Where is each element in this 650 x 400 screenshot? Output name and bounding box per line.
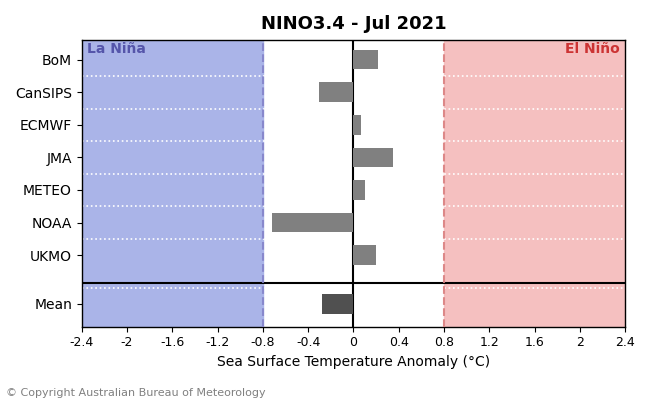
Text: La Niña: La Niña bbox=[87, 42, 146, 56]
Bar bbox=[319, 82, 354, 102]
Bar bbox=[444, 40, 625, 327]
Bar bbox=[354, 245, 376, 265]
Text: © Copyright Australian Bureau of Meteorology: © Copyright Australian Bureau of Meteoro… bbox=[6, 388, 266, 398]
Bar bbox=[354, 115, 361, 134]
Bar bbox=[82, 40, 263, 327]
Bar bbox=[354, 148, 393, 167]
Bar bbox=[354, 50, 378, 70]
Text: El Niño: El Niño bbox=[565, 42, 619, 56]
X-axis label: Sea Surface Temperature Anomaly (°C): Sea Surface Temperature Anomaly (°C) bbox=[217, 355, 490, 369]
Title: NINO3.4 - Jul 2021: NINO3.4 - Jul 2021 bbox=[261, 15, 447, 33]
Bar bbox=[272, 213, 354, 232]
Bar bbox=[322, 294, 354, 314]
Bar bbox=[354, 180, 365, 200]
